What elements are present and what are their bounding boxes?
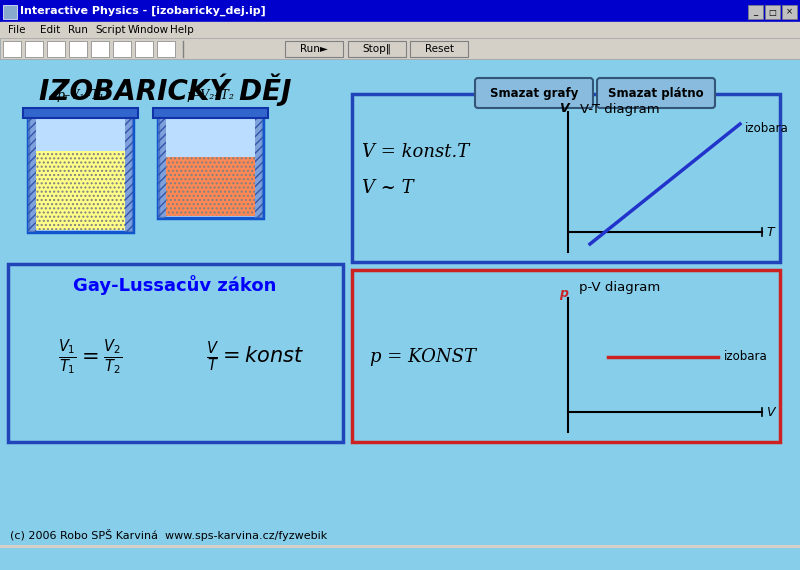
Bar xyxy=(28,110,36,232)
Text: izobara: izobara xyxy=(745,121,789,135)
Text: Smazat grafy: Smazat grafy xyxy=(490,87,578,100)
Text: T: T xyxy=(766,226,774,238)
Bar xyxy=(255,110,263,218)
Bar xyxy=(36,150,125,230)
Bar xyxy=(47,41,65,57)
Text: Smazat plátno: Smazat plátno xyxy=(608,87,704,100)
Text: izobara: izobara xyxy=(724,351,768,364)
FancyBboxPatch shape xyxy=(475,78,593,108)
Bar xyxy=(158,110,166,218)
Text: $\frac{V_1}{T_1} = \frac{V_2}{T_2}$: $\frac{V_1}{T_1} = \frac{V_2}{T_2}$ xyxy=(58,337,122,377)
Text: p-V diagram: p-V diagram xyxy=(579,282,661,295)
Bar xyxy=(765,5,780,19)
Bar xyxy=(157,41,175,57)
Bar xyxy=(28,110,133,232)
Bar xyxy=(782,5,797,19)
Text: p–V₂–T₂: p–V₂–T₂ xyxy=(186,89,234,103)
Bar xyxy=(28,110,36,232)
Text: File: File xyxy=(8,25,26,35)
Text: Run: Run xyxy=(68,25,88,35)
Text: p: p xyxy=(559,287,569,300)
Text: V ~ T: V ~ T xyxy=(362,179,414,197)
Text: Gay-Lussacův zákon: Gay-Lussacův zákon xyxy=(74,275,277,295)
Text: p–V₁–T₁: p–V₁–T₁ xyxy=(57,89,105,103)
Bar xyxy=(3,41,21,57)
Bar xyxy=(352,270,780,442)
Bar xyxy=(69,41,87,57)
Bar xyxy=(0,545,800,548)
Text: V: V xyxy=(559,101,569,115)
Bar xyxy=(352,94,780,262)
Text: V = konst.T: V = konst.T xyxy=(362,143,470,161)
Text: $\frac{V}{T} = konst$: $\frac{V}{T} = konst$ xyxy=(206,340,304,374)
Text: (c) 2006 Robo SPŠ Karviná  www.sps-karvina.cz/fyzwebik: (c) 2006 Robo SPŠ Karviná www.sps-karvin… xyxy=(10,529,327,541)
Bar xyxy=(153,108,268,118)
Bar xyxy=(0,38,800,59)
Text: Reset: Reset xyxy=(425,44,454,54)
Bar xyxy=(285,41,343,57)
Text: ×: × xyxy=(786,7,793,17)
Bar xyxy=(125,110,133,232)
Bar xyxy=(91,41,109,57)
Bar xyxy=(0,0,800,22)
Bar xyxy=(3,61,797,548)
Bar xyxy=(166,157,255,216)
Bar xyxy=(166,157,255,216)
Text: Script: Script xyxy=(95,25,126,35)
Bar xyxy=(255,110,263,218)
Text: V-T diagram: V-T diagram xyxy=(580,104,660,116)
Text: Stop‖: Stop‖ xyxy=(362,44,391,54)
Bar xyxy=(748,5,763,19)
Bar xyxy=(348,41,406,57)
Text: □: □ xyxy=(769,7,777,17)
Bar xyxy=(23,108,138,118)
Text: p = KONST: p = KONST xyxy=(370,348,476,366)
Text: Edit: Edit xyxy=(40,25,60,35)
Bar xyxy=(3,5,17,19)
Text: Help: Help xyxy=(170,25,194,35)
Bar xyxy=(410,41,468,57)
Bar xyxy=(0,22,800,38)
Text: V: V xyxy=(766,405,774,418)
Text: Run►: Run► xyxy=(300,44,328,54)
Text: IZOBARICKÝ DĚJ: IZOBARICKÝ DĚJ xyxy=(38,74,291,106)
Bar xyxy=(158,110,166,218)
Text: _: _ xyxy=(754,7,758,17)
Bar xyxy=(135,41,153,57)
FancyBboxPatch shape xyxy=(597,78,715,108)
Text: Interactive Physics - [izobaricky_dej.ip]: Interactive Physics - [izobaricky_dej.ip… xyxy=(20,6,266,16)
Bar xyxy=(158,110,263,218)
Text: Window: Window xyxy=(128,25,169,35)
Bar xyxy=(25,41,43,57)
Bar xyxy=(8,264,343,442)
Bar xyxy=(36,150,125,230)
Bar xyxy=(125,110,133,232)
Bar xyxy=(113,41,131,57)
